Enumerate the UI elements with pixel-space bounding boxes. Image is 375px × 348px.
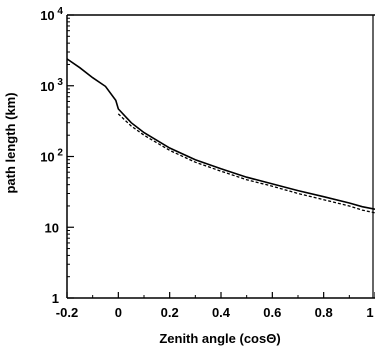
axis-ticks (66, 14, 375, 299)
y-tick-label: 10 2 (40, 148, 63, 165)
x-tick-label: 1 (366, 305, 373, 320)
x-axis-title: Zenith angle (cosΘ) (159, 331, 280, 346)
x-tick-label: -0.2 (56, 305, 78, 320)
dashed-series-line (117, 113, 375, 214)
x-tick-label: 0.2 (161, 305, 179, 320)
x-tick-label: 0.6 (263, 305, 281, 320)
y-tick-label: 1 (52, 291, 59, 306)
y-tick-label: 10 3 (40, 77, 63, 94)
x-tick-label: 0 (115, 305, 122, 320)
x-tick-label: 0.4 (212, 305, 231, 320)
y-axis-title: path length (km) (3, 92, 18, 193)
solid-series-line (66, 58, 375, 210)
data-series (66, 58, 375, 214)
plot-area (66, 14, 375, 299)
tick-labels: -0.2 0 0.2 0.4 0.6 0.8 1 1 10 10 2 10 3 10 4 (40, 6, 373, 320)
y-tick-label: 10 (45, 220, 59, 235)
y-tick-label: 10 4 (40, 6, 63, 23)
x-tick-label: 0.8 (315, 305, 333, 320)
